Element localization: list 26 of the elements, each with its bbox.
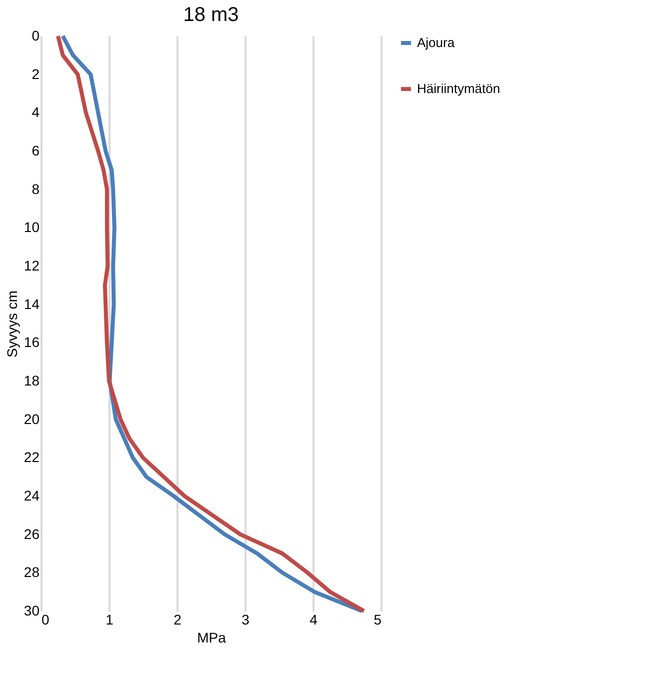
x-axis-title: MPa <box>197 630 226 646</box>
y-tick-label: 26 <box>24 526 40 542</box>
y-tick-label: 0 <box>32 28 40 44</box>
y-tick-label: 2 <box>32 66 40 82</box>
y-tick-label: 30 <box>24 602 40 618</box>
y-tick-label: 24 <box>24 488 40 504</box>
x-tick-label: 4 <box>310 612 318 628</box>
y-tick-label: 8 <box>32 180 40 197</box>
legend-label: Ajoura <box>417 35 456 50</box>
legend-label: Häiriintymätön <box>417 81 500 96</box>
y-tick-label: 28 <box>24 564 40 580</box>
y-tick-label: 20 <box>24 410 40 427</box>
y-tick-label: 16 <box>24 334 40 350</box>
x-tick-label: 1 <box>106 612 114 628</box>
y-axis-title: Syvyys cm <box>4 290 20 358</box>
x-tick-label: 3 <box>242 612 250 628</box>
y-tick-label: 14 <box>24 296 40 312</box>
y-tick-label: 6 <box>32 142 40 158</box>
chart-title: 18 m3 <box>183 4 239 26</box>
x-tick-label: 2 <box>174 612 182 628</box>
x-tick-label: 5 <box>374 612 382 628</box>
y-tick-label: 18 <box>24 372 40 388</box>
y-tick-label: 10 <box>24 219 40 236</box>
y-tick-label: 4 <box>32 104 40 120</box>
y-tick-label: 12 <box>24 258 40 274</box>
y-tick-label: 22 <box>24 449 40 466</box>
